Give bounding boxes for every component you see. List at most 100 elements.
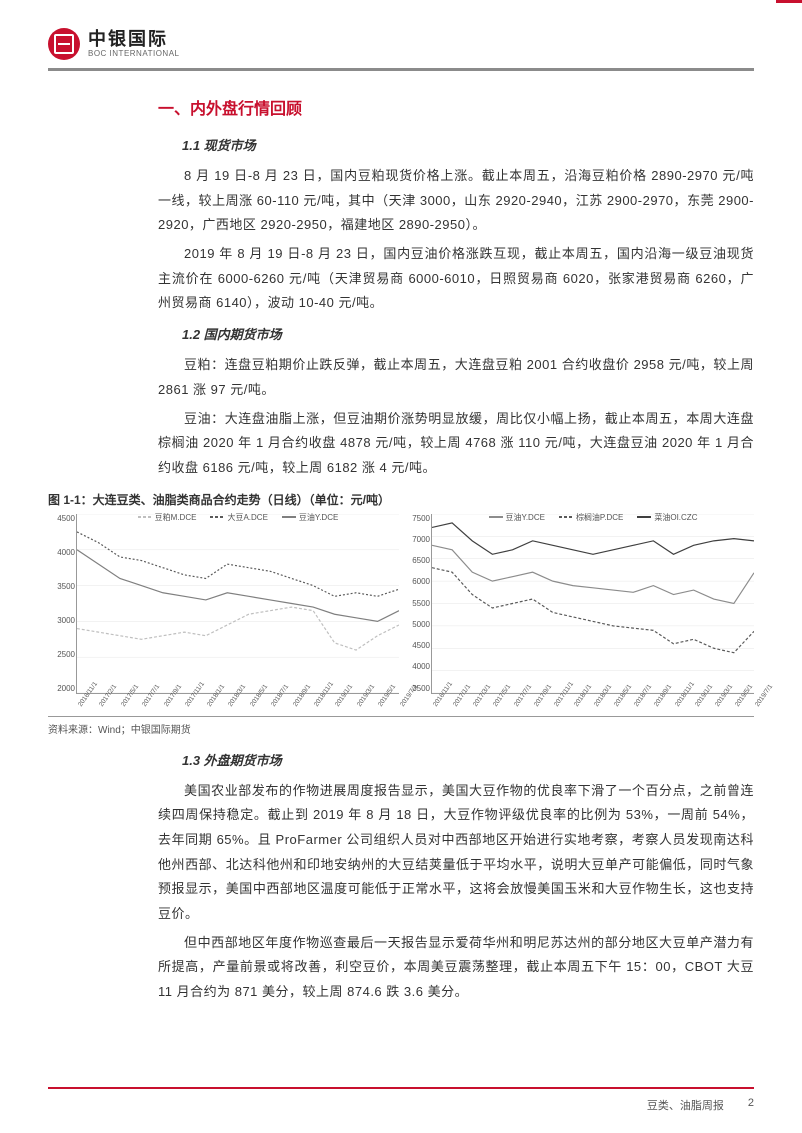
chart-right-legend: 豆油Y.DCE 棕榈油P.DCE 菜油OI.CZC: [432, 512, 754, 523]
legend-swatch-icon: [210, 516, 224, 518]
chart-right-oils: 豆油Y.DCE棕榈油P.DCE菜油OI.CZC 7500700065006000…: [431, 514, 754, 694]
x-tick-label: 2017/9/1: [163, 704, 169, 708]
x-tick-label: 2017/11/1: [184, 704, 190, 708]
x-tick-label: 2019/3/1: [356, 704, 362, 708]
chart-right-y-axis: 7500 7000 6500 6000 5500 5000 4500 4000 3500: [404, 514, 430, 693]
y-tick-label: 4000: [49, 548, 75, 557]
boc-logo-icon: [48, 28, 80, 60]
top-right-accent: [776, 0, 802, 3]
chart-right-x-axis: 2016/11/1 2017/1/1 2017/3/1 2017/5/1 2017/7/…: [432, 704, 754, 711]
y-tick-label: 6000: [404, 577, 430, 586]
x-tick-label: 2018/3/1: [227, 704, 233, 708]
x-tick-label: 2019/1/1: [694, 704, 700, 708]
x-tick-label: 2017/11/1: [553, 704, 559, 708]
chart-left-y-axis: 4500 4000 3500 3000 2500 2000: [49, 514, 75, 693]
y-tick-label: 4500: [49, 514, 75, 523]
figure-source: 资料来源：Wind；中银国际期货: [48, 716, 754, 736]
legend-item: 豆粕M.DCE: [138, 512, 197, 523]
y-tick-label: 5500: [404, 599, 430, 608]
x-tick-label: 2018/1/1: [573, 704, 579, 708]
x-tick-label: 2017/1/1: [452, 704, 458, 708]
x-tick-label: 2018/9/1: [653, 704, 659, 708]
y-tick-label: 3500: [404, 684, 430, 693]
chart-left-soy-products: 豆粕M.DCE大豆A.DCE豆油Y.DCE 450040003500300025…: [76, 514, 399, 694]
x-tick-label: 2018/9/1: [292, 704, 298, 708]
y-tick-label: 3500: [49, 582, 75, 591]
legend-swatch-icon: [489, 516, 503, 518]
paragraph: 美国农业部发布的作物进展周度报告显示，美国大豆作物的优良率下滑了一个百分点，之前…: [158, 779, 754, 927]
x-tick-label: 2016/11/1: [77, 704, 83, 708]
x-tick-label: 2019/5/1: [734, 704, 740, 708]
x-tick-label: 2018/7/1: [633, 704, 639, 708]
x-tick-label: 2018/5/1: [613, 704, 619, 708]
paragraph: 但中西部地区年度作物巡查最后一天报告显示爱荷华州和明尼苏达州的部分地区大豆单产潜…: [158, 931, 754, 1005]
header: 中银国际 BOC INTERNATIONAL: [48, 28, 754, 60]
subsection-1-1-title: 1.1 现货市场: [158, 135, 754, 154]
x-tick-label: 2019/7/1: [754, 704, 760, 708]
x-tick-label: 2017/7/1: [141, 704, 147, 708]
legend-label: 大豆A.DCE: [227, 512, 267, 523]
paragraph: 2019 年 8 月 19 日-8 月 23 日，国内豆油价格涨跌互现，截止本周…: [158, 242, 754, 316]
footer-page-number: 2: [748, 1097, 754, 1113]
legend-label: 豆油Y.DCE: [299, 512, 338, 523]
x-tick-label: 2018/7/1: [270, 704, 276, 708]
x-tick-label: 2018/1/1: [206, 704, 212, 708]
x-tick-label: 2018/5/1: [249, 704, 255, 708]
y-tick-label: 4500: [404, 641, 430, 650]
y-tick-label: 7000: [404, 535, 430, 544]
legend-swatch-icon: [559, 516, 573, 518]
chart-left-plot: [77, 514, 399, 693]
x-tick-label: 2016/11/1: [432, 704, 438, 708]
legend-item: 豆油Y.DCE: [489, 512, 545, 523]
legend-swatch-icon: [138, 516, 152, 518]
x-tick-label: 2019/5/1: [377, 704, 383, 708]
legend-item: 豆油Y.DCE: [282, 512, 338, 523]
x-tick-label: 2017/7/1: [513, 704, 519, 708]
footer-report-title: 豆类、油脂周报: [647, 1097, 724, 1113]
y-tick-label: 2500: [49, 650, 75, 659]
subsection-1-3-title: 1.3 外盘期货市场: [158, 750, 754, 769]
x-tick-label: 2017/5/1: [120, 704, 126, 708]
chart-left-x-axis: 2016/11/1 2017/2/1 2017/5/1 2017/7/1 2017/9/…: [77, 704, 399, 711]
paragraph: 8 月 19 日-8 月 23 日，国内豆粕现货价格上涨。截止本周五，沿海豆粕价…: [158, 164, 754, 238]
x-tick-label: 2019/7/1: [399, 704, 405, 708]
legend-label: 豆粕M.DCE: [155, 512, 197, 523]
x-tick-label: 2018/3/1: [593, 704, 599, 708]
brand-block: 中银国际 BOC INTERNATIONAL: [88, 30, 179, 58]
chart-left-legend: 豆粕M.DCE 大豆A.DCE 豆油Y.DCE: [77, 512, 399, 523]
x-tick-label: 2017/9/1: [533, 704, 539, 708]
paragraph: 豆油：大连盘油脂上涨，但豆油期价涨势明显放缓，周比仅小幅上扬，截止本周五，本周大…: [158, 407, 754, 481]
legend-label: 棕榈油P.DCE: [576, 512, 623, 523]
figure-1-1-caption: 图 1-1：大连豆类、油脂类商品合约走势（日线）（单位：元/吨）: [48, 491, 754, 508]
footer-divider: [48, 1087, 754, 1090]
x-tick-label: 2017/3/1: [472, 704, 478, 708]
paragraph: 豆粕：连盘豆粕期价止跌反弹，截止本周五，大连盘豆粕 2001 合约收盘价 295…: [158, 353, 754, 402]
x-tick-label: 2019/1/1: [334, 704, 340, 708]
y-tick-label: 4000: [404, 662, 430, 671]
legend-swatch-icon: [282, 516, 296, 518]
footer: 豆类、油脂周报 2: [48, 1087, 754, 1114]
legend-item: 大豆A.DCE: [210, 512, 267, 523]
legend-swatch-icon: [637, 516, 651, 518]
x-tick-label: 2018/11/1: [674, 704, 680, 708]
x-tick-label: 2017/5/1: [492, 704, 498, 708]
subsection-1-2-title: 1.2 国内期货市场: [158, 324, 754, 343]
y-tick-label: 5000: [404, 620, 430, 629]
brand-name-cn: 中银国际: [88, 30, 179, 48]
section-1-title: 一、内外盘行情回顾: [158, 95, 754, 119]
y-tick-label: 7500: [404, 514, 430, 523]
x-tick-label: 2017/2/1: [98, 704, 104, 708]
header-divider: [48, 68, 754, 71]
legend-item: 菜油OI.CZC: [637, 512, 697, 523]
brand-name-en: BOC INTERNATIONAL: [88, 50, 179, 58]
x-tick-label: 2018/11/1: [313, 704, 319, 708]
chart-right-plot: [432, 514, 754, 693]
legend-item: 棕榈油P.DCE: [559, 512, 623, 523]
main-content: 一、内外盘行情回顾 1.1 现货市场 8 月 19 日-8 月 23 日，国内豆…: [158, 95, 754, 1005]
y-tick-label: 6500: [404, 556, 430, 565]
legend-label: 豆油Y.DCE: [506, 512, 545, 523]
chart-row: 豆粕M.DCE 大豆A.DCE 豆油Y.DCE 4500 4000 3500 3000 25…: [48, 514, 754, 694]
y-tick-label: 2000: [49, 684, 75, 693]
y-tick-label: 3000: [49, 616, 75, 625]
legend-label: 菜油OI.CZC: [654, 512, 697, 523]
